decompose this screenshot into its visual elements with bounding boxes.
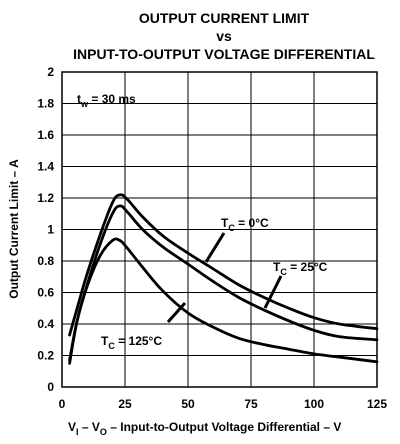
- y-tick-label: 0.4: [37, 317, 54, 331]
- series-label-tc-25c: TC = 25°C: [273, 260, 328, 277]
- y-tick-label: 1.6: [37, 128, 54, 142]
- chart-title-line-2: vs: [216, 28, 232, 44]
- y-tick-label: 1.8: [37, 97, 54, 111]
- y-tick-label: 0.8: [37, 254, 54, 268]
- x-axis-label: VI – VO – Input-to-Output Voltage Differ…: [68, 420, 341, 437]
- x-tick-label: 25: [118, 397, 132, 411]
- y-tick-label: 0.2: [37, 349, 54, 363]
- x-tick-label: 0: [59, 397, 66, 411]
- y-tick-label: 1: [47, 223, 54, 237]
- grid: [61, 71, 378, 388]
- y-tick-label: 1.2: [37, 191, 54, 205]
- leader-line-tc-25c: [263, 275, 283, 309]
- y-tick-label: 0: [47, 380, 54, 394]
- y-axis-label: Output Current Limit – A: [7, 159, 21, 299]
- y-tick-label: 2: [47, 65, 54, 79]
- chart-title-line-3: INPUT-TO-OUTPUT VOLTAGE DIFFERENTIAL: [73, 46, 375, 62]
- y-tick-label: 1.4: [37, 160, 54, 174]
- tw-annotation: tw = 30 ms: [77, 92, 136, 109]
- chart-title-line-1: OUTPUT CURRENT LIMIT: [139, 10, 310, 26]
- plot-frame: [61, 71, 378, 388]
- series-label-tc-0c: TC = 0°C: [221, 216, 269, 233]
- series-line-2: [68, 237, 379, 365]
- series-label-tc-125c: TC = 125°C: [101, 334, 162, 351]
- series-line-1: [68, 204, 379, 362]
- series-group: [68, 193, 379, 365]
- leader-line-tc-0c: [204, 232, 226, 263]
- leader-line-tc-125c: [166, 301, 187, 324]
- x-tick-label: 100: [304, 397, 324, 411]
- tick-labels: 0 25 50 75 100 125 0 0.2 0.4 0.6 0.8 1 1.2 1.4 1.6 1.8 2: [37, 65, 387, 411]
- x-tick-label: 75: [244, 397, 258, 411]
- series-line-0: [68, 193, 379, 337]
- y-tick-label: 0.6: [37, 286, 54, 300]
- x-tick-label: 50: [181, 397, 195, 411]
- x-tick-label: 125: [367, 397, 387, 411]
